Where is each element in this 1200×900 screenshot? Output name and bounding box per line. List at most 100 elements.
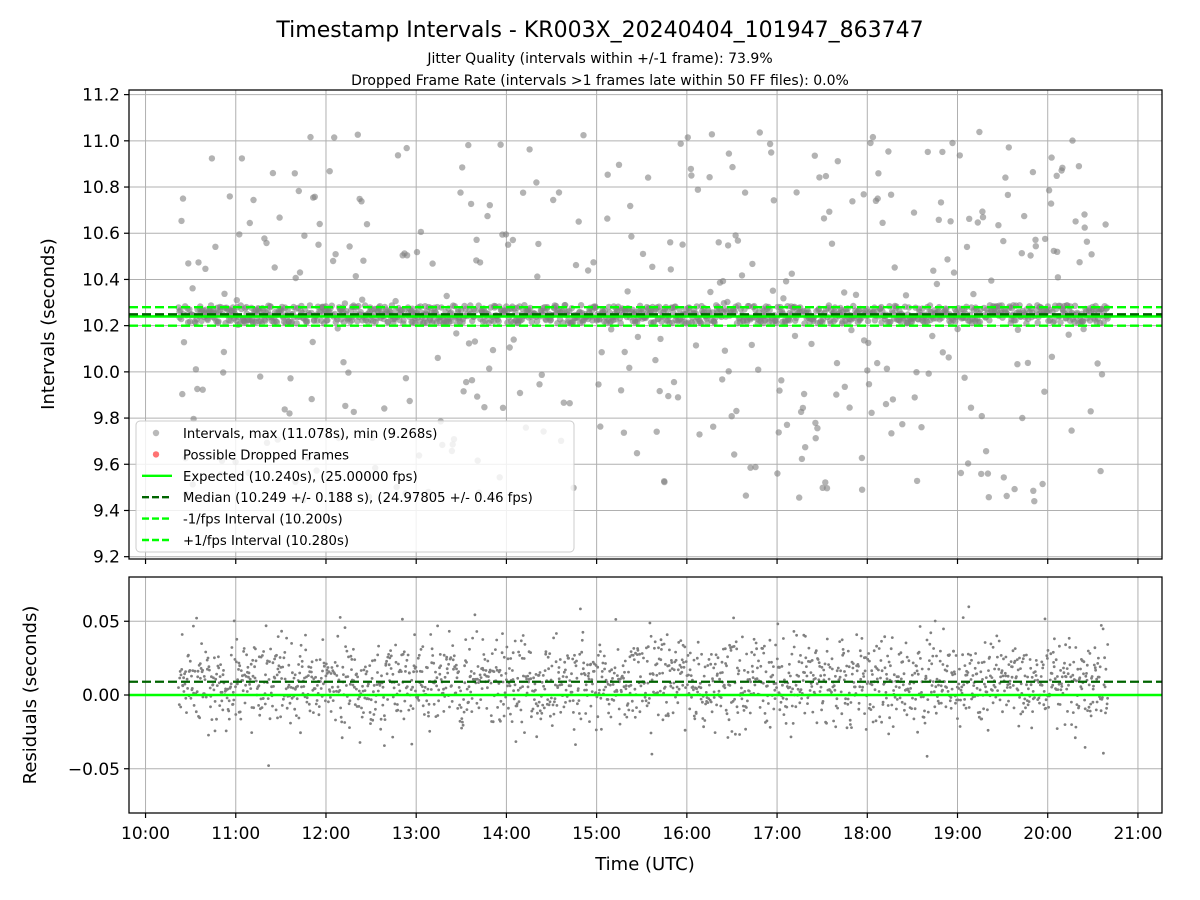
residual-point [970, 658, 973, 662]
interval-point [202, 265, 209, 272]
residual-point [652, 690, 655, 694]
residual-point [234, 685, 237, 689]
residual-point [205, 658, 209, 662]
residual-point [820, 708, 823, 712]
residual-point [1038, 701, 1041, 705]
residual-point [775, 686, 778, 689]
interval-point [212, 243, 219, 250]
residual-point [423, 713, 426, 716]
residual-point [217, 666, 221, 670]
residual-point [295, 697, 299, 701]
residual-point [632, 647, 636, 650]
interval-point [486, 202, 493, 209]
interval-point [1000, 474, 1007, 481]
residual-point [533, 698, 536, 701]
residual-point [1058, 644, 1061, 648]
interval-point [617, 387, 625, 394]
interval-point [1076, 259, 1083, 266]
intervals-y-tick-label: 10.8 [82, 178, 120, 198]
interval-point [179, 390, 186, 398]
residual-point [573, 653, 576, 657]
residual-point [748, 711, 752, 715]
residual-point [649, 731, 653, 735]
interval-point [474, 393, 481, 400]
interval-point [250, 196, 257, 204]
residual-point [369, 722, 372, 725]
residual-point [901, 683, 905, 687]
residual-point [1028, 658, 1032, 661]
residual-point [467, 685, 471, 689]
residual-point [1105, 706, 1108, 710]
residual-point [886, 704, 890, 707]
residual-point [1035, 663, 1039, 667]
residual-point [702, 725, 705, 729]
residual-point [702, 674, 706, 678]
residual-point [574, 743, 577, 746]
residual-point [814, 649, 818, 653]
interval-point [392, 297, 399, 305]
residual-point [769, 675, 773, 679]
interval-point [186, 318, 194, 325]
residual-point [681, 683, 685, 687]
residual-point [791, 722, 795, 725]
residual-point [716, 672, 719, 676]
residual-point [1023, 674, 1027, 678]
residual-point [615, 690, 619, 693]
residual-point [958, 667, 961, 671]
residual-point [726, 655, 729, 659]
residual-point [798, 701, 802, 705]
residual-point [343, 721, 347, 724]
residual-point [884, 691, 888, 694]
residual-point [996, 655, 999, 659]
residual-point [483, 658, 487, 661]
interval-point [976, 128, 983, 136]
residual-point [655, 662, 659, 666]
residual-point [506, 657, 510, 661]
residual-point [188, 669, 192, 672]
residual-point [892, 689, 895, 692]
residual-point [544, 650, 548, 654]
residual-point [761, 681, 765, 685]
interval-point [1083, 238, 1091, 245]
interval-point [608, 326, 615, 333]
interval-point [719, 376, 726, 383]
residual-point [852, 681, 856, 684]
interval-point [566, 400, 573, 407]
interval-point [738, 272, 746, 279]
residual-point [251, 658, 255, 662]
interval-point [595, 381, 602, 388]
residual-point [774, 682, 778, 685]
residual-point [291, 686, 295, 690]
residual-point [835, 697, 839, 701]
residual-point [207, 665, 211, 669]
residual-point [811, 673, 815, 677]
residual-point [862, 675, 866, 678]
residual-point [978, 688, 982, 692]
interval-point [269, 169, 277, 177]
residual-point [598, 643, 602, 647]
interval-point [400, 317, 407, 324]
residual-point [361, 684, 364, 688]
residual-point [430, 647, 434, 651]
residual-point [930, 690, 933, 694]
residual-point [751, 670, 755, 674]
residual-point [420, 670, 424, 673]
residual-point [567, 656, 570, 660]
residual-point [1101, 696, 1104, 699]
residual-point [253, 676, 257, 680]
residual-point [450, 700, 454, 703]
residual-point [486, 659, 490, 663]
x-axis-label: Time (UTC) [594, 854, 695, 875]
residual-point [183, 672, 187, 676]
residual-point [1076, 667, 1080, 671]
residual-point [981, 678, 984, 681]
interval-point [497, 141, 504, 148]
residual-point [405, 658, 409, 662]
residual-point [941, 663, 945, 666]
residual-point [560, 683, 564, 686]
residual-point [483, 673, 487, 677]
residual-point [741, 704, 745, 708]
residual-point [543, 687, 547, 691]
interval-point [1102, 221, 1109, 228]
interval-point [301, 232, 308, 239]
